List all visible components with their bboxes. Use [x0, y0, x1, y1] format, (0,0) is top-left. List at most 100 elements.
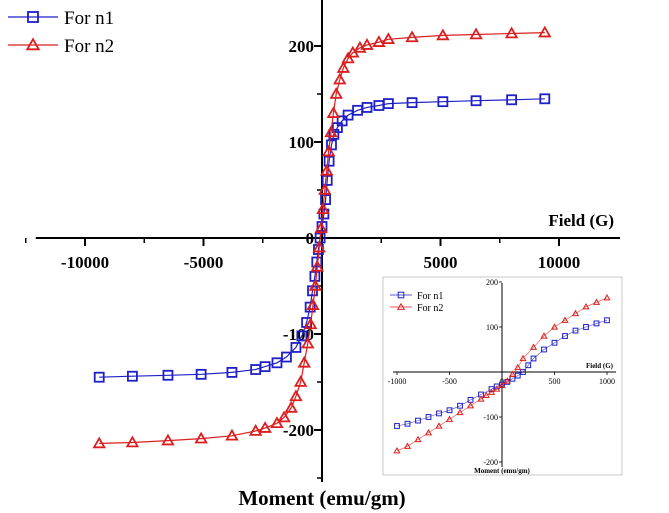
- x-axis-title: Field (G): [548, 211, 614, 230]
- inset-data-point-n2: [487, 388, 496, 395]
- data-point-n2: [161, 433, 175, 446]
- data-point-n1: [326, 139, 337, 151]
- data-point-n1: [321, 174, 333, 186]
- inset-data-point-n1: [583, 324, 589, 330]
- data-point-n1: [304, 301, 316, 313]
- data-point-n2: [436, 28, 450, 41]
- data-point-n1: [470, 95, 482, 107]
- data-point-n2: [321, 144, 336, 157]
- inset-data-point-n1: [530, 355, 537, 362]
- inset-legend-marker-2: [396, 302, 406, 310]
- main-plot: -10000 -500 0 5000 10000 -200 -1000 100 200 Field…: [8, 0, 620, 510]
- data-point-n2: [310, 259, 324, 272]
- data-point-n1: [226, 366, 238, 378]
- inset-data-point-n2: [571, 309, 580, 317]
- data-point-n2: [372, 35, 386, 47]
- legend-marker-2: [25, 37, 41, 51]
- data-point-n2: [360, 38, 374, 50]
- inset-data-point-n1: [541, 346, 547, 353]
- inset-data-point-n2: [592, 298, 601, 305]
- inset-data-point-n1: [436, 410, 442, 417]
- inset-data-point-n2: [603, 293, 611, 301]
- inset-data-point-n1: [562, 333, 568, 339]
- data-point-n1: [406, 97, 418, 109]
- inset-data-point-n2: [435, 422, 443, 429]
- inset-data-point-n1: [551, 339, 558, 346]
- inset-data-point-n2: [508, 370, 517, 377]
- y-tick-label: 0: [306, 229, 315, 248]
- inset-data-point-n2: [393, 446, 401, 454]
- data-point-n2: [248, 423, 263, 436]
- inset-x-axis-title: Field (G): [586, 362, 614, 370]
- inset-data-point-n2: [540, 332, 548, 339]
- data-point-n2: [320, 163, 334, 176]
- inset-data-point-n2: [550, 323, 559, 330]
- y-tick-label: -200: [283, 421, 314, 440]
- inset-data-point-n1: [415, 417, 421, 424]
- data-point-n2: [92, 436, 106, 449]
- inset-x-tick-label: 0: [500, 377, 504, 386]
- x-tick-label: -10000: [61, 253, 109, 272]
- data-point-n2: [306, 298, 320, 310]
- data-point-n2: [258, 421, 272, 433]
- data-point-n2: [405, 30, 419, 43]
- inset-y-tick-label: 100: [486, 323, 498, 332]
- inset-data-point-n1: [404, 420, 411, 427]
- data-point-n2: [125, 435, 140, 448]
- data-point-n1: [328, 128, 340, 140]
- y-tick-label: 200: [289, 37, 315, 56]
- inset-data-point-n2: [529, 343, 538, 350]
- data-point-n2: [336, 61, 351, 73]
- inset-y-tick-label: 200: [486, 278, 498, 287]
- inset-plot: -1000 -500 0 500 1000 -200 -100 100 200 Field (G)…: [382, 276, 623, 476]
- data-point-n2: [301, 336, 315, 349]
- data-point-n1: [320, 194, 331, 206]
- legend-label-2: For n2: [64, 36, 114, 57]
- inset-data-point-n2: [445, 415, 454, 422]
- legend-marker-1: [27, 11, 39, 23]
- inset-data-point-n2: [466, 401, 475, 409]
- data-point-n2: [329, 87, 343, 99]
- inset-y-axis-title: Moment (emu/gm): [474, 467, 530, 475]
- inset-data-point-n1: [446, 407, 453, 414]
- inset-x-tick-label: -1000: [388, 377, 407, 386]
- inset-data-point-n2: [456, 408, 464, 416]
- data-point-n1: [506, 94, 518, 106]
- data-point-n1: [127, 370, 138, 382]
- data-point-n2: [194, 431, 208, 444]
- data-point-n1: [290, 342, 302, 353]
- series-line-2: [99, 32, 545, 444]
- data-point-n1: [281, 351, 292, 363]
- inset-x-tick-label: -500: [442, 377, 457, 386]
- inset-legend-marker-1: [397, 291, 405, 299]
- inset-data-point-n1: [394, 423, 400, 429]
- data-point-n2: [504, 26, 519, 39]
- data-point-n2: [277, 410, 291, 423]
- inset-data-point-n1: [593, 320, 600, 327]
- data-point-n2: [324, 125, 338, 138]
- inset-data-point-n2: [514, 363, 522, 371]
- data-point-n2: [381, 32, 396, 45]
- data-point-n2: [314, 221, 328, 234]
- x-tick-label: 5000: [424, 253, 458, 272]
- data-point-n1: [323, 155, 335, 167]
- data-point-n2: [318, 183, 332, 195]
- inset-data-point-n2: [561, 316, 569, 323]
- inset-y-tick-label: -200: [483, 458, 498, 467]
- data-point-n2: [538, 25, 552, 38]
- inset-legend-label-2: For n2: [417, 303, 443, 314]
- legend-label-1: For n1: [64, 8, 114, 29]
- data-point-n2: [293, 375, 308, 387]
- data-point-n1: [382, 98, 394, 109]
- inset-data-point-n2: [482, 391, 490, 398]
- inset-data-point-n2: [414, 435, 422, 443]
- data-point-n2: [308, 279, 323, 291]
- data-point-n2: [333, 72, 347, 85]
- data-point-n1: [271, 357, 283, 369]
- inset-data-point-n2: [424, 428, 433, 436]
- data-point-n1: [296, 330, 308, 342]
- data-point-n1: [93, 371, 105, 383]
- data-point-n1: [195, 368, 207, 380]
- x-tick-label: 10000: [538, 253, 581, 272]
